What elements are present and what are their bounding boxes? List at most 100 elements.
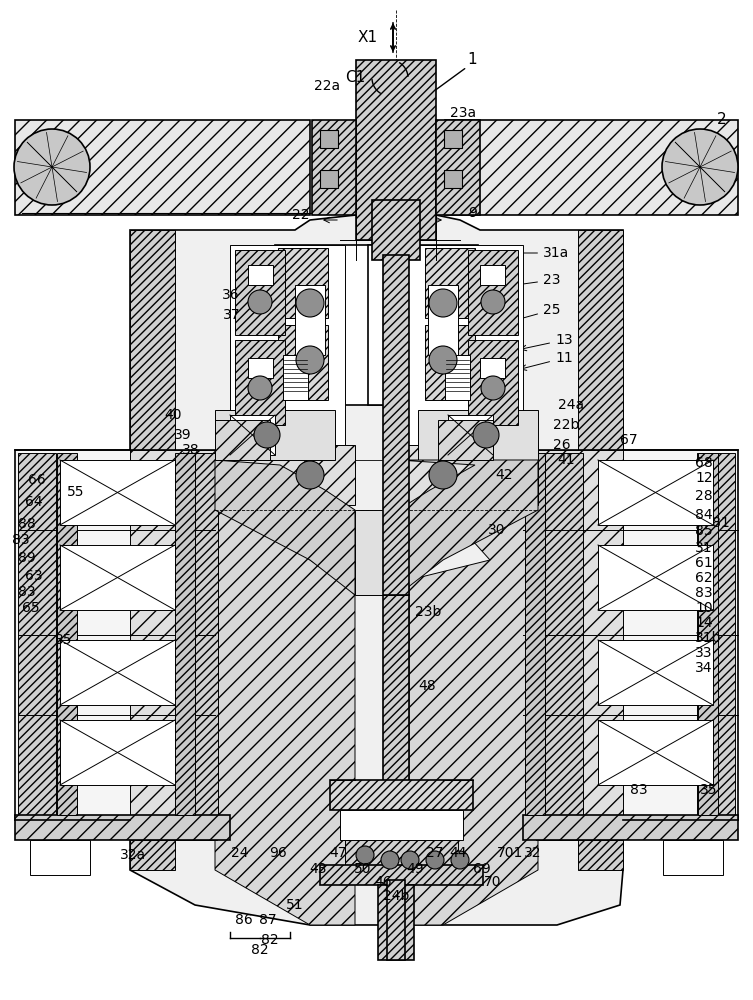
Bar bbox=[663, 840, 723, 875]
Bar bbox=[312, 120, 356, 215]
Bar bbox=[235, 340, 285, 425]
Text: 48: 48 bbox=[418, 679, 436, 693]
Circle shape bbox=[429, 289, 457, 317]
Bar bbox=[15, 815, 230, 840]
Text: 50: 50 bbox=[354, 862, 372, 876]
Bar bbox=[275, 245, 385, 405]
Bar bbox=[480, 358, 505, 378]
Circle shape bbox=[248, 376, 272, 400]
Bar bbox=[320, 865, 483, 885]
Text: 83: 83 bbox=[12, 533, 29, 547]
Bar bbox=[60, 640, 175, 705]
Text: 1: 1 bbox=[467, 52, 477, 68]
Bar bbox=[355, 510, 398, 595]
Bar bbox=[598, 545, 713, 610]
Text: 66: 66 bbox=[28, 473, 46, 487]
Bar bbox=[425, 325, 475, 400]
Polygon shape bbox=[398, 460, 538, 595]
Text: 35: 35 bbox=[700, 783, 718, 797]
Bar bbox=[598, 640, 713, 705]
Text: 68: 68 bbox=[695, 456, 713, 470]
Bar bbox=[320, 130, 338, 148]
Bar bbox=[60, 545, 175, 610]
Bar bbox=[60, 720, 175, 785]
Circle shape bbox=[426, 851, 444, 869]
Text: 88: 88 bbox=[18, 517, 35, 531]
Text: 46: 46 bbox=[374, 875, 392, 889]
Bar bbox=[418, 410, 538, 460]
Bar bbox=[57, 453, 77, 815]
Bar bbox=[180, 453, 218, 815]
Text: 69: 69 bbox=[473, 862, 491, 876]
Bar bbox=[408, 245, 523, 445]
Bar bbox=[330, 780, 473, 810]
Bar bbox=[480, 265, 505, 285]
Text: 32a: 32a bbox=[120, 848, 146, 862]
Text: 24b: 24b bbox=[383, 889, 409, 903]
Bar bbox=[444, 130, 462, 148]
Text: 70: 70 bbox=[484, 875, 501, 889]
Text: 83: 83 bbox=[630, 783, 648, 797]
Text: 49: 49 bbox=[406, 862, 424, 876]
Circle shape bbox=[662, 129, 738, 205]
Text: 11: 11 bbox=[521, 351, 573, 370]
Text: 701: 701 bbox=[497, 846, 523, 860]
Circle shape bbox=[356, 846, 374, 864]
Text: 14: 14 bbox=[695, 616, 712, 630]
Text: 63: 63 bbox=[25, 569, 43, 583]
Text: X1: X1 bbox=[358, 30, 378, 45]
Circle shape bbox=[14, 129, 90, 205]
Text: 32: 32 bbox=[524, 846, 541, 860]
Text: 40: 40 bbox=[164, 408, 182, 422]
Bar bbox=[230, 245, 345, 445]
Bar bbox=[283, 355, 308, 400]
Polygon shape bbox=[215, 460, 355, 595]
Text: 22: 22 bbox=[292, 208, 310, 222]
Text: 89: 89 bbox=[18, 551, 35, 565]
Bar bbox=[278, 325, 328, 400]
Text: 34: 34 bbox=[695, 661, 712, 675]
Circle shape bbox=[248, 290, 272, 314]
Bar bbox=[438, 420, 493, 460]
Polygon shape bbox=[215, 510, 355, 925]
Circle shape bbox=[254, 422, 280, 448]
Bar bbox=[578, 230, 623, 870]
Text: 62: 62 bbox=[695, 571, 712, 585]
Bar bbox=[598, 460, 713, 525]
Bar bbox=[130, 230, 175, 870]
Bar bbox=[378, 885, 414, 960]
Text: 9: 9 bbox=[468, 206, 477, 220]
Bar bbox=[523, 450, 738, 820]
Bar bbox=[445, 355, 470, 400]
Text: 43: 43 bbox=[309, 862, 327, 876]
Bar bbox=[468, 340, 518, 425]
Text: 67: 67 bbox=[620, 433, 638, 447]
Text: 44: 44 bbox=[450, 846, 467, 860]
Bar bbox=[15, 120, 310, 215]
Text: 31: 31 bbox=[695, 541, 712, 555]
Bar bbox=[545, 453, 583, 815]
Text: 10: 10 bbox=[695, 601, 712, 615]
Text: 96: 96 bbox=[269, 846, 287, 860]
Text: 13: 13 bbox=[521, 333, 572, 351]
Text: 23a: 23a bbox=[450, 106, 476, 120]
Bar bbox=[230, 415, 275, 455]
Text: 23: 23 bbox=[484, 273, 560, 291]
Text: 51: 51 bbox=[286, 898, 303, 912]
Text: 26: 26 bbox=[553, 438, 571, 452]
Text: 39: 39 bbox=[175, 428, 192, 442]
Text: 82: 82 bbox=[261, 933, 279, 947]
Text: 55: 55 bbox=[67, 485, 84, 499]
Text: 86: 86 bbox=[235, 913, 253, 927]
Text: 37: 37 bbox=[222, 308, 240, 322]
Text: 83: 83 bbox=[695, 586, 712, 600]
Bar bbox=[278, 248, 328, 318]
Bar bbox=[468, 250, 518, 335]
Text: 33: 33 bbox=[695, 646, 712, 660]
Bar bbox=[428, 285, 458, 355]
Bar bbox=[697, 453, 735, 815]
Circle shape bbox=[381, 851, 399, 869]
Bar bbox=[248, 358, 273, 378]
Circle shape bbox=[481, 290, 505, 314]
Circle shape bbox=[296, 346, 324, 374]
